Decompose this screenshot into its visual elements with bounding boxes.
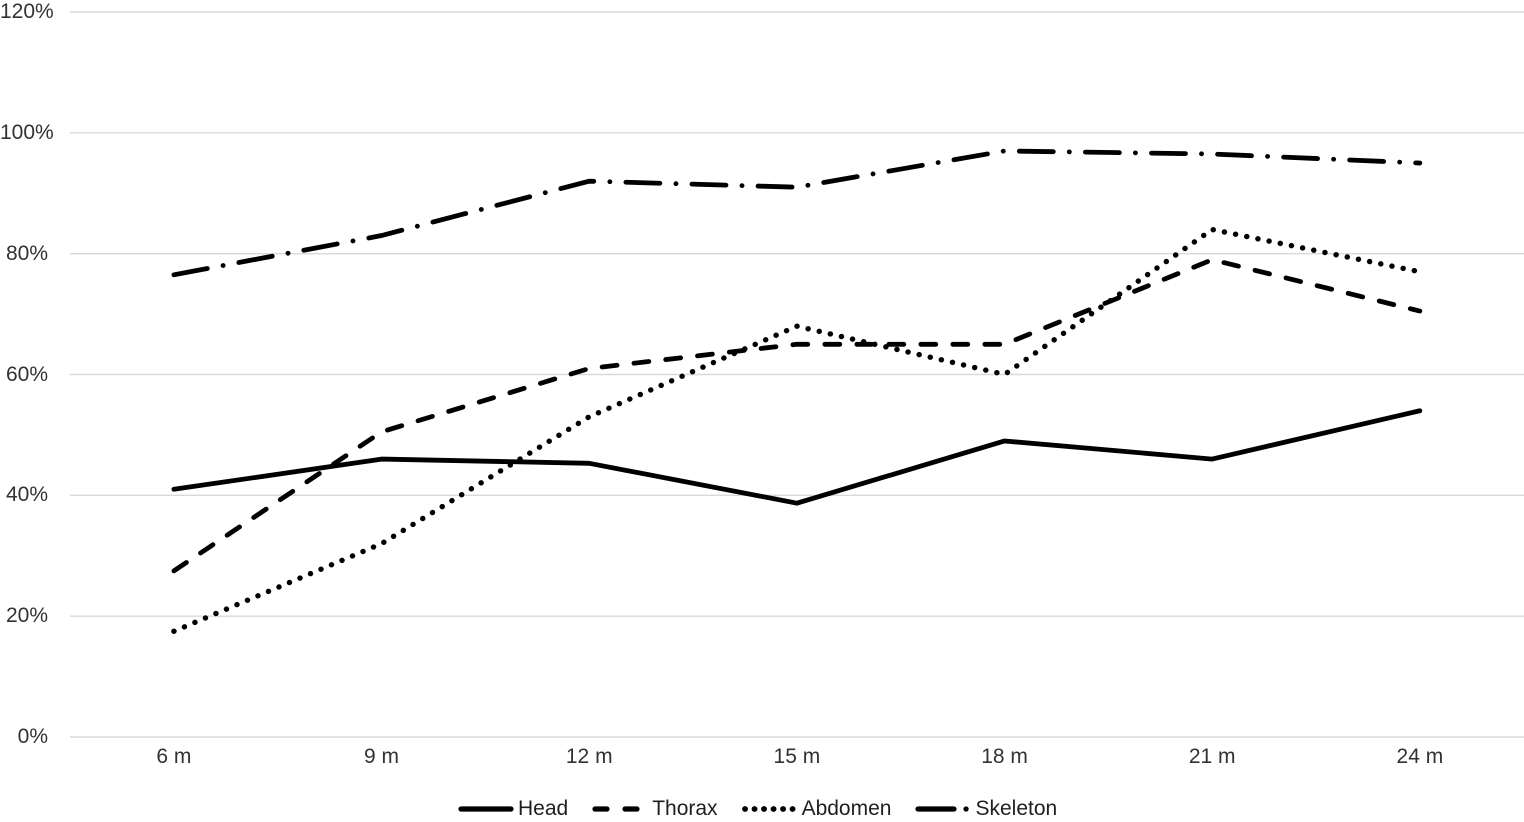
series-line-abdomen	[171, 226, 1423, 634]
x-tick-label: 21 m	[1188, 745, 1236, 768]
y-tick-label: 100%	[0, 120, 54, 144]
legend-line-sample-dashdot	[915, 806, 972, 812]
y-tick-label: 40%	[5, 483, 48, 507]
series-line-head	[171, 408, 1423, 506]
legend-label: Head	[518, 797, 569, 820]
series-line-skeleton	[171, 148, 1423, 278]
y-tick-label: 20%	[5, 604, 48, 628]
legend-item-thorax: Thorax	[592, 797, 718, 821]
y-tick-label: 80%	[5, 241, 48, 265]
legend-label: Thorax	[652, 797, 718, 820]
legend-label: Skeleton	[975, 797, 1058, 820]
legend: Head Thorax Abdomen Skeleton	[458, 796, 1057, 822]
x-tick-label: 12 m	[565, 745, 613, 768]
legend-line-sample-dotted	[741, 806, 798, 812]
x-tick-label: 6 m	[156, 745, 192, 768]
legend-item-abdomen: Abdomen	[741, 797, 892, 821]
x-tick-label: 15 m	[773, 745, 821, 768]
y-tick-label: 120%	[0, 0, 54, 23]
legend-label: Abdomen	[801, 797, 892, 820]
legend-line-sample-solid	[458, 806, 514, 812]
x-tick-label: 9 m	[364, 745, 400, 768]
y-tick-label: 60%	[5, 362, 48, 386]
x-tick-label: 24 m	[1396, 745, 1444, 768]
x-tick-label: 18 m	[981, 745, 1028, 768]
series-line-thorax	[171, 257, 1423, 574]
legend-line-sample-dashed	[592, 806, 648, 812]
legend-item-head: Head	[458, 797, 568, 821]
y-tick-label: 0%	[17, 725, 48, 748]
legend-item-skeleton: Skeleton	[915, 797, 1057, 821]
